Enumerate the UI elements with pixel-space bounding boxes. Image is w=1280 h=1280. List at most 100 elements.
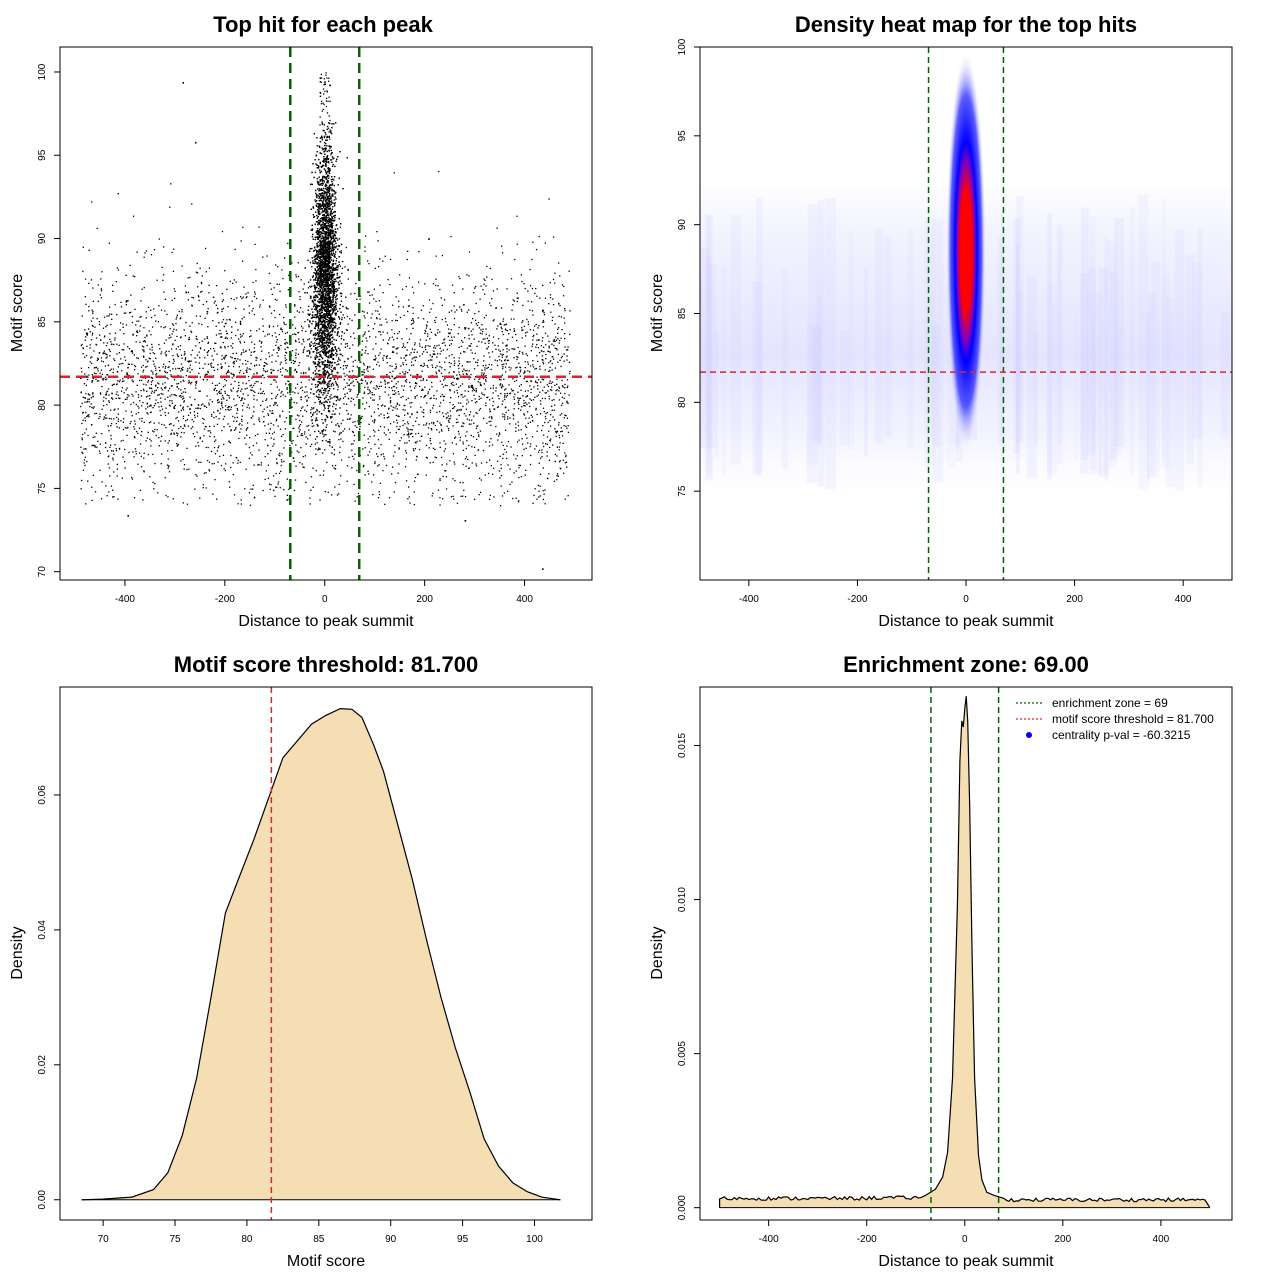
scatter-point [535, 407, 537, 410]
scatter-point [255, 359, 257, 361]
scatter-point [483, 283, 485, 285]
scatter-point [463, 368, 465, 370]
scatter-point [85, 354, 88, 357]
scatter-point [175, 395, 177, 397]
scatter-point [171, 385, 173, 387]
scatter-point [529, 365, 532, 367]
scatter-point [540, 403, 542, 405]
scatter-point [382, 339, 384, 341]
scatter-point [393, 332, 396, 335]
scatter-point [386, 362, 388, 364]
scatter-point [236, 297, 238, 299]
scatter-point [524, 425, 527, 427]
scatter-point [124, 427, 126, 429]
scatter-point [484, 474, 486, 476]
scatter-point [233, 420, 235, 422]
scatter-point [524, 390, 527, 392]
scatter-point [94, 326, 96, 328]
scatter-point [535, 445, 538, 447]
scatter-point [338, 317, 340, 319]
scatter-point [546, 455, 548, 457]
scatter-point [482, 365, 484, 367]
scatter-point [316, 389, 319, 392]
scatter-point [524, 405, 526, 407]
scatter-point [392, 304, 394, 306]
scatter-point [230, 406, 232, 408]
scatter-point [285, 369, 287, 371]
scatter-point [278, 333, 280, 336]
scatter-point [501, 328, 503, 330]
scatter-point [435, 284, 437, 287]
scatter-point [260, 404, 262, 407]
scatter-point [451, 407, 454, 410]
scatter-point [155, 357, 157, 359]
scatter-point [325, 371, 328, 373]
scatter-point [485, 405, 487, 407]
scatter-point [346, 418, 349, 420]
scatter-point [452, 404, 454, 406]
scatter-point [536, 395, 538, 397]
scatter-point [221, 405, 223, 407]
scatter-point [324, 420, 327, 422]
scatter-point [370, 448, 372, 450]
scatter-point [442, 498, 444, 500]
scatter-point [443, 299, 446, 301]
scatter-point [539, 391, 541, 393]
scatter-point [489, 302, 491, 304]
scatter-point [168, 423, 171, 426]
scatter-point [279, 487, 281, 489]
scatter-point [251, 377, 253, 379]
scatter-point [355, 378, 357, 381]
scatter-point [512, 415, 515, 417]
scatter-point [465, 408, 467, 410]
scatter-point [139, 330, 141, 332]
scatter-point [140, 315, 142, 318]
scatter-point [525, 396, 527, 398]
scatter-point [312, 343, 314, 345]
scatter-point [490, 368, 492, 371]
scatter-point [228, 406, 230, 408]
scatter-point [457, 409, 459, 411]
scatter-point [95, 373, 97, 375]
scatter-point [535, 248, 538, 251]
scatter-point [468, 251, 471, 253]
scatter-point [328, 357, 330, 359]
scatter-point [207, 354, 209, 356]
scatter-point [250, 488, 252, 490]
scatter-point [539, 413, 542, 415]
scatter-point [392, 409, 394, 411]
scatter-point [214, 387, 216, 389]
scatter-point [404, 380, 407, 382]
scatter-point [182, 407, 184, 409]
scatter-point [331, 413, 333, 415]
scatter-point [369, 435, 371, 438]
scatter-point [564, 414, 566, 416]
scatter-point [548, 382, 550, 384]
scatter-point [284, 421, 286, 423]
scatter-point [250, 329, 252, 332]
scatter-point [384, 255, 386, 257]
scatter-point [405, 381, 407, 383]
scatter-point [273, 438, 275, 440]
scatter-point [283, 460, 285, 463]
scatter-point [440, 456, 443, 459]
scatter-point [150, 411, 152, 413]
scatter-point [236, 457, 238, 459]
scatter-point [444, 338, 446, 340]
scatter-point [131, 476, 133, 479]
scatter-point [230, 345, 232, 347]
chart-title: Top hit for each peak [213, 12, 433, 37]
scatter-point [298, 291, 300, 293]
scatter-point [206, 460, 209, 462]
scatter-point [216, 393, 218, 395]
scatter-point [445, 476, 448, 478]
scatter-point [459, 277, 461, 280]
scatter-point [175, 318, 177, 320]
scatter-point [101, 481, 103, 483]
scatter-point [280, 464, 282, 467]
scatter-point [466, 418, 468, 420]
scatter-point [359, 426, 361, 428]
scatter-point [329, 338, 331, 340]
scatter-point [395, 431, 397, 434]
scatter-point [123, 349, 125, 351]
